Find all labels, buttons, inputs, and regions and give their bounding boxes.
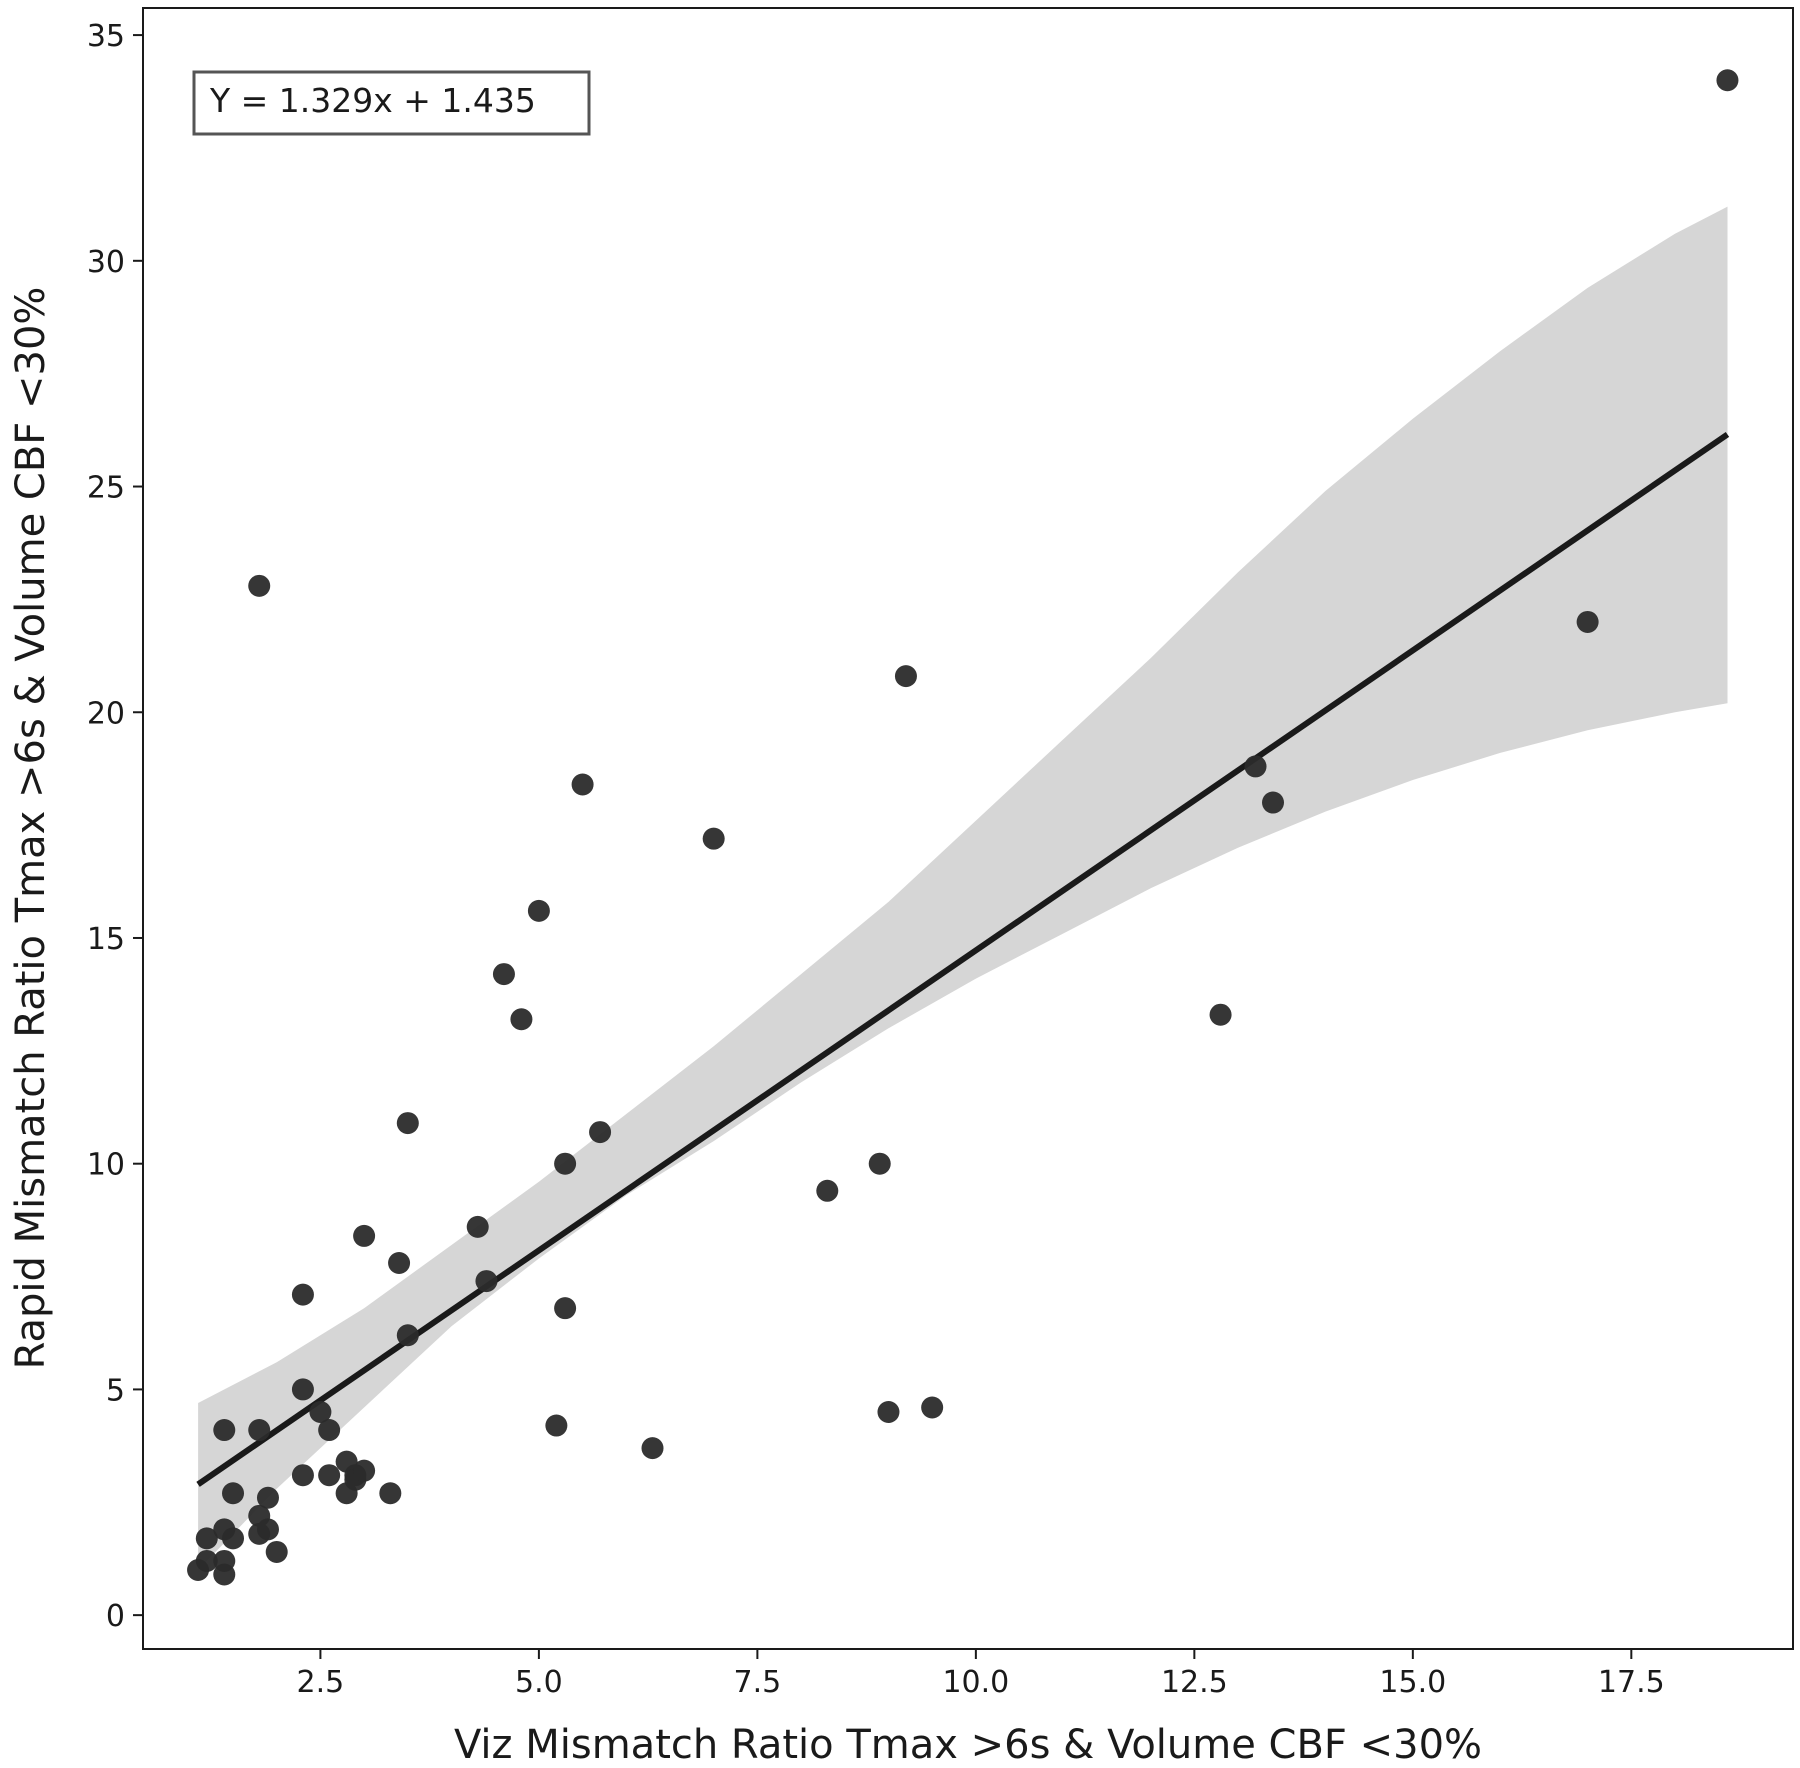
y-tick-label: 10 xyxy=(87,1148,125,1183)
data-point xyxy=(1576,610,1599,633)
data-point xyxy=(510,1008,533,1031)
data-point xyxy=(396,1324,419,1347)
data-point xyxy=(396,1112,419,1135)
confidence-band-layer xyxy=(198,206,1728,1571)
data-point xyxy=(309,1400,332,1423)
regression-line xyxy=(196,431,1730,1487)
x-tick-label: 10.0 xyxy=(942,1665,1009,1700)
data-point xyxy=(1716,69,1739,92)
data-point xyxy=(388,1252,411,1275)
data-point xyxy=(291,1378,314,1401)
data-point xyxy=(291,1464,314,1487)
x-axis-title: Viz Mismatch Ratio Tmax >6s & Volume CBF… xyxy=(454,1722,1482,1768)
data-point xyxy=(195,1549,218,1572)
data-point xyxy=(1244,755,1267,778)
data-point xyxy=(1262,791,1285,814)
data-point xyxy=(545,1414,568,1437)
data-point xyxy=(256,1486,279,1509)
x-tick-label: 12.5 xyxy=(1161,1665,1228,1700)
data-point xyxy=(877,1400,900,1423)
data-point xyxy=(256,1518,279,1541)
data-point xyxy=(589,1121,612,1144)
data-point xyxy=(213,1549,236,1572)
x-tick-label: 2.5 xyxy=(297,1665,345,1700)
y-tick-label: 35 xyxy=(87,19,125,54)
x-tick-label: 5.0 xyxy=(515,1665,563,1700)
annotation-text: Y = 1.329x + 1.435 xyxy=(209,81,536,120)
data-point xyxy=(868,1152,891,1175)
data-point xyxy=(213,1419,236,1442)
data-point xyxy=(554,1152,577,1175)
y-tick-label: 0 xyxy=(106,1599,125,1634)
data-point xyxy=(222,1482,245,1505)
x-tick-label: 15.0 xyxy=(1379,1665,1446,1700)
data-point xyxy=(265,1540,288,1563)
data-point xyxy=(353,1224,376,1247)
data-point xyxy=(702,827,725,850)
data-point xyxy=(353,1459,376,1482)
y-tick-label: 30 xyxy=(87,245,125,280)
data-point xyxy=(379,1482,402,1505)
data-point xyxy=(1209,1003,1232,1026)
data-point xyxy=(248,1419,271,1442)
y-tick-label: 5 xyxy=(106,1373,125,1408)
data-point xyxy=(527,899,550,922)
data-point xyxy=(466,1215,489,1238)
data-point xyxy=(222,1527,245,1550)
y-axis-title: Rapid Mismatch Ratio Tmax >6s & Volume C… xyxy=(8,287,54,1370)
equation-annotation: Y = 1.329x + 1.435 xyxy=(192,70,591,136)
x-tick-label: 17.5 xyxy=(1598,1665,1665,1700)
data-point xyxy=(475,1270,498,1293)
y-axis-ticks: 0 5 10 15 20 25 30 35 xyxy=(87,19,143,1634)
data-point xyxy=(816,1179,839,1202)
data-point xyxy=(318,1464,341,1487)
confidence-band xyxy=(198,206,1728,1571)
data-point xyxy=(318,1419,341,1442)
data-point xyxy=(554,1297,577,1320)
annotation-box xyxy=(192,70,591,136)
data-point xyxy=(921,1396,944,1419)
data-point xyxy=(492,963,515,986)
x-axis-ticks: 2.5 5.0 7.5 10.0 12.5 15.0 17.5 xyxy=(297,1649,1665,1700)
data-point xyxy=(894,665,917,688)
regression-line-layer xyxy=(196,431,1730,1487)
data-point xyxy=(291,1283,314,1306)
data-point xyxy=(248,574,271,597)
data-point xyxy=(571,773,594,796)
data-point xyxy=(641,1437,664,1460)
y-tick-label: 25 xyxy=(87,471,125,506)
data-point xyxy=(195,1527,218,1550)
plot-frame xyxy=(142,7,1794,1650)
data-points-layer xyxy=(187,69,1739,1586)
y-tick-label: 15 xyxy=(87,922,125,957)
x-tick-label: 7.5 xyxy=(734,1665,782,1700)
y-tick-label: 20 xyxy=(87,696,125,731)
